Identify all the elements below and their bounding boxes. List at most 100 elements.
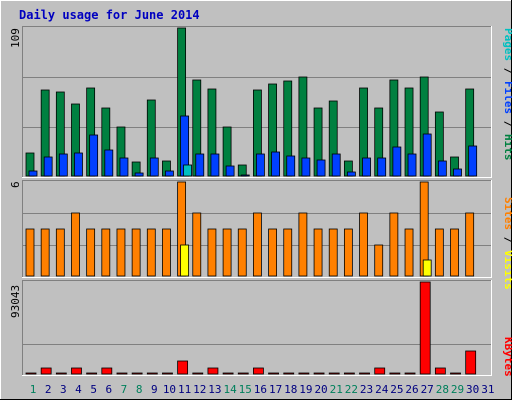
bar-files-day-30 — [468, 145, 478, 177]
x-tick-label-day-22: 22 — [345, 383, 358, 396]
x-tick-label-day-27: 27 — [421, 383, 434, 396]
bar-files-day-18 — [286, 155, 296, 177]
bar-files-day-24 — [377, 157, 387, 177]
legend-part-0: Sites — [502, 197, 512, 230]
bar-files-day-2 — [43, 156, 53, 177]
bar-sites-day-20 — [313, 228, 323, 277]
bar-files-day-10 — [165, 170, 174, 177]
bar-files-day-7 — [119, 157, 129, 177]
bar-kbytes-day-13 — [207, 367, 219, 375]
bar-files-day-1 — [28, 170, 38, 177]
bar-sites-day-23 — [359, 212, 368, 277]
x-tick-label-day-24: 24 — [375, 383, 389, 396]
x-tick-label-day-5: 5 — [90, 383, 97, 396]
bar-sites-day-26 — [404, 228, 414, 277]
bar-kbytes-day-5 — [86, 372, 98, 375]
chart-title: Daily usage for June 2014 — [19, 8, 200, 22]
x-tick-label-day-2: 2 — [45, 383, 52, 396]
panel-1-legend: Sites / Visits — [502, 197, 512, 290]
x-tick-label-day-18: 18 — [284, 383, 297, 396]
bar-sites-day-6 — [101, 228, 111, 277]
x-tick-label-day-11: 11 — [178, 383, 191, 396]
bar-files-day-17 — [271, 151, 280, 177]
bar-files-day-3 — [58, 153, 68, 177]
bar-sites-day-4 — [71, 212, 80, 277]
legend-part-2: Files — [502, 81, 512, 114]
x-tick-label-day-3: 3 — [60, 383, 67, 396]
bar-sites-day-7 — [116, 228, 126, 277]
x-axis-day-labels: 1 2 3 4 5 6 7 8 9 10 11 12 13 14 15 16 17 18 19 20 21 22 23 24 2… — [30, 383, 495, 396]
bar-visits-day-27 — [422, 259, 432, 277]
bar-sites-day-22 — [343, 228, 353, 277]
x-tick-label-day-19: 19 — [299, 383, 312, 396]
bar-sites-day-25 — [389, 212, 399, 277]
bar-sites-day-24 — [374, 244, 384, 277]
x-tick-label-day-21: 21 — [330, 383, 343, 396]
sites-visits-panel — [22, 180, 492, 278]
bar-files-day-4 — [74, 152, 83, 177]
x-tick-label-day-28: 28 — [436, 383, 449, 396]
bar-sites-day-3 — [55, 228, 65, 277]
bar-kbytes-day-1 — [25, 372, 37, 375]
bar-files-day-9 — [149, 157, 159, 177]
bar-kbytes-day-14 — [222, 372, 234, 375]
x-tick-label-day-8: 8 — [136, 383, 143, 396]
bar-kbytes-day-2 — [40, 367, 52, 375]
bar-files-day-8 — [134, 172, 144, 177]
bar-files-day-14 — [225, 165, 235, 177]
x-tick-label-day-14: 14 — [223, 383, 237, 396]
bar-kbytes-day-10 — [162, 372, 173, 375]
panel-2-plot-area — [22, 280, 492, 376]
bar-kbytes-day-15 — [237, 372, 249, 375]
bar-kbytes-day-25 — [389, 372, 401, 375]
bar-sites-day-10 — [162, 228, 171, 277]
bar-hits-day-15 — [237, 164, 247, 177]
bar-sites-day-17 — [268, 228, 277, 277]
bar-files-day-20 — [316, 159, 326, 177]
bar-sites-day-2 — [40, 228, 50, 277]
bar-files-day-16 — [256, 153, 265, 177]
bar-files-day-5 — [89, 134, 99, 177]
bar-kbytes-day-3 — [55, 372, 67, 375]
bar-kbytes-day-22 — [343, 372, 355, 375]
x-tick-label-day-1: 1 — [30, 383, 37, 396]
bar-sites-day-9 — [146, 228, 156, 277]
bar-sites-day-14 — [222, 228, 232, 277]
bar-files-day-6 — [104, 149, 114, 177]
bar-files-day-23 — [362, 157, 371, 177]
panel-1-ymax-label: 6 — [9, 181, 22, 188]
bar-kbytes-day-27 — [419, 281, 431, 375]
bar-sites-day-18 — [283, 228, 293, 277]
bar-sites-day-5 — [86, 228, 96, 277]
bar-kbytes-day-28 — [434, 367, 446, 375]
bar-sites-day-8 — [131, 228, 141, 277]
bar-files-day-26 — [407, 153, 417, 177]
bar-sites-day-29 — [450, 228, 459, 277]
legend-part-4: Hits — [502, 134, 512, 161]
x-tick-label-day-20: 20 — [314, 383, 327, 396]
bar-files-day-22 — [346, 171, 356, 177]
x-tick-label-day-26: 26 — [405, 383, 418, 396]
bar-kbytes-day-26 — [404, 372, 416, 375]
bar-sites-day-28 — [434, 228, 444, 277]
x-tick-label-day-30: 30 — [466, 383, 479, 396]
bar-kbytes-day-16 — [253, 367, 264, 375]
bar-visits-day-11 — [180, 244, 190, 277]
bar-sites-day-15 — [237, 228, 247, 277]
bar-kbytes-day-20 — [313, 372, 325, 375]
legend-part-0: Pages — [502, 28, 512, 61]
bar-kbytes-day-9 — [146, 372, 158, 375]
legend-part-2: Visits — [502, 250, 512, 290]
legend-part-1: / — [502, 230, 512, 250]
x-tick-label-day-25: 25 — [390, 383, 403, 396]
bar-pages-day-11 — [183, 164, 193, 177]
bar-sites-day-16 — [253, 212, 262, 277]
bar-files-day-21 — [331, 153, 341, 177]
x-tick-label-day-31: 31 — [481, 383, 494, 396]
bar-kbytes-day-8 — [131, 372, 143, 375]
bar-sites-day-1 — [25, 228, 35, 277]
bar-files-day-29 — [453, 168, 462, 177]
x-tick-label-day-9: 9 — [151, 383, 158, 396]
bar-files-day-19 — [301, 157, 311, 177]
